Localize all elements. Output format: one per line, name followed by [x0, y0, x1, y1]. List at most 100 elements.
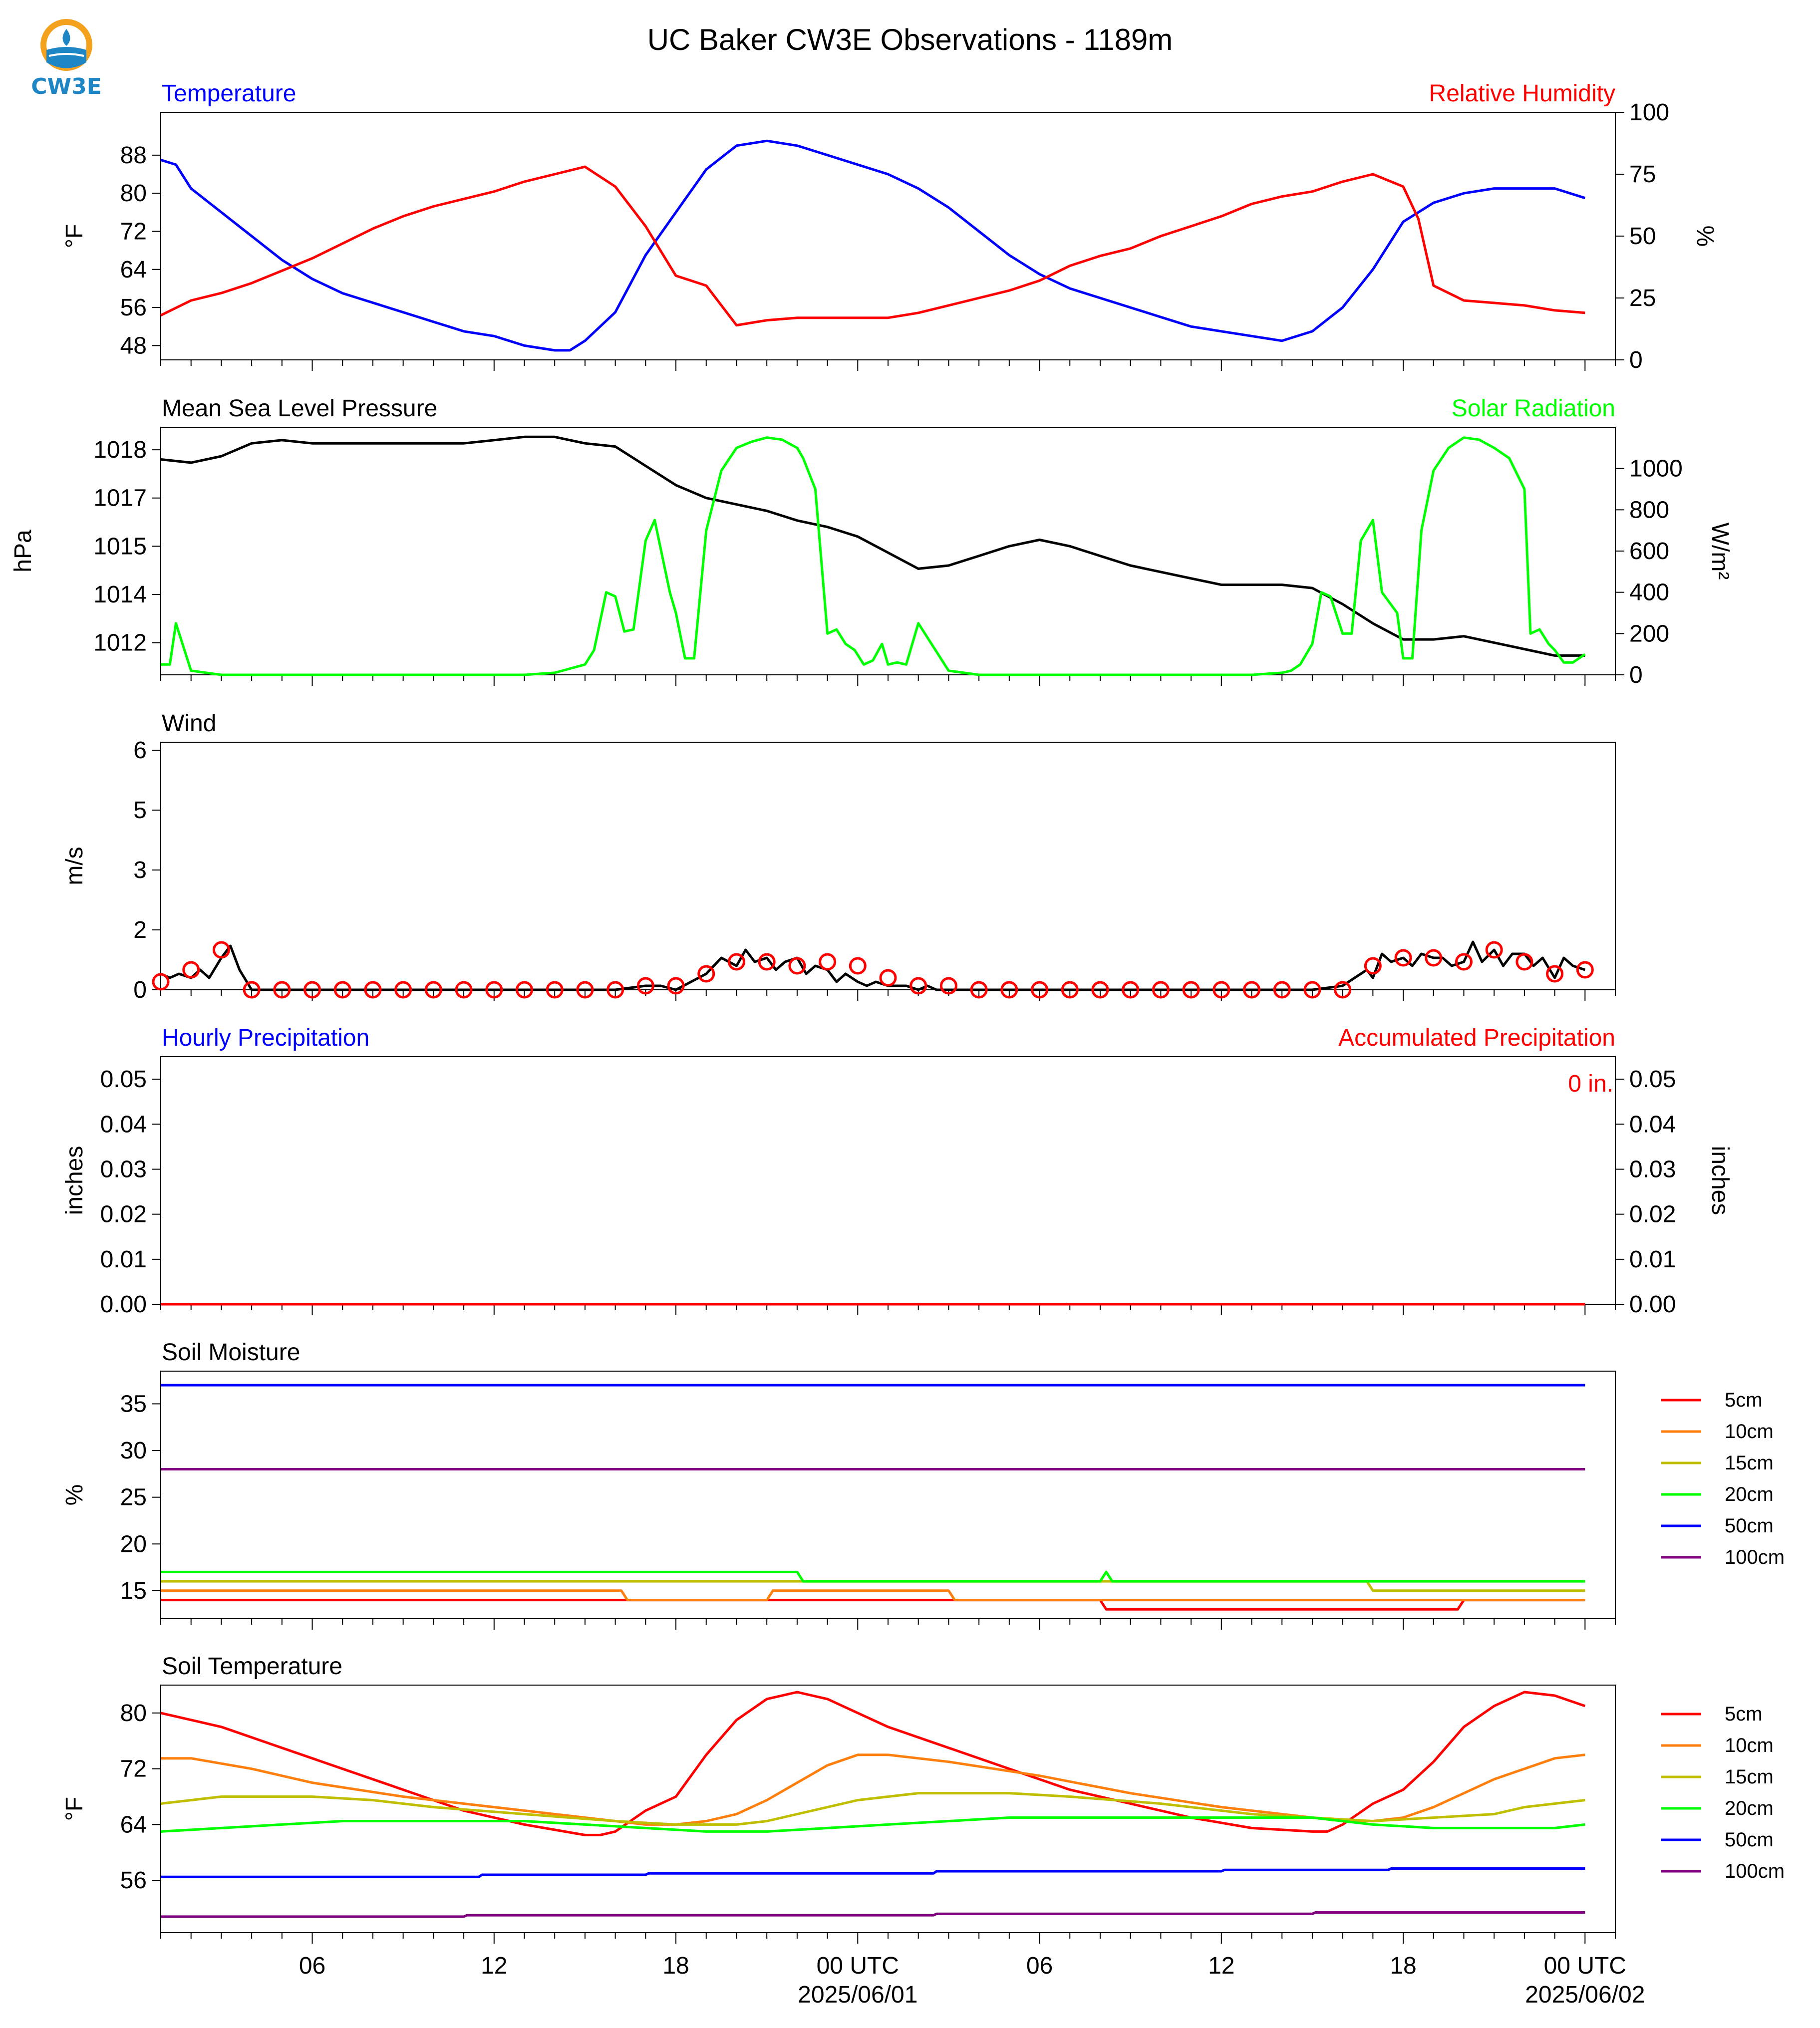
panel-title-left: Soil Moisture	[162, 1339, 300, 1366]
x-tick-label: 00 UTC	[817, 1953, 899, 1979]
legend-label: 20cm	[1725, 1797, 1774, 1819]
wind-marker	[243, 981, 261, 999]
x-tick-label: 12	[1208, 1953, 1234, 1979]
wind-marker	[1516, 953, 1533, 971]
plot-frame	[160, 112, 1616, 360]
y-axis-label: %	[61, 1484, 88, 1506]
y-tick-label-right: 0.03	[1629, 1156, 1676, 1182]
wind-marker	[1213, 981, 1230, 999]
wind-marker	[424, 981, 442, 999]
y-tick-label: 1017	[93, 485, 147, 512]
wind-marker	[849, 957, 867, 975]
cw3e-logo: CW3E	[29, 15, 104, 105]
y-tick-label-right: 1000	[1629, 456, 1683, 482]
figure-title: UC Baker CW3E Observations - 1189m	[647, 23, 1173, 56]
wind-marker	[273, 981, 291, 999]
plot-frame	[160, 1685, 1616, 1933]
series-line-mean-sea-level-pressure	[160, 435, 1585, 657]
x-tick-sublabel: 2025/06/01	[798, 1982, 917, 2008]
y-tick-label-right: 200	[1629, 620, 1669, 647]
wind-marker	[182, 961, 200, 979]
legend: 5cm 10cm 15cm 20cm 50cm 100cm	[1661, 1389, 1785, 1568]
y-tick-label-right: 0.04	[1629, 1111, 1676, 1138]
x-tick-label: 00 UTC	[1544, 1953, 1626, 1979]
y-tick-label: 35	[120, 1391, 147, 1418]
legend-label: 10cm	[1725, 1421, 1774, 1443]
legend-label: 10cm	[1725, 1735, 1774, 1756]
cw3e-logo-icon	[40, 19, 92, 71]
legend-label: 5cm	[1725, 1389, 1763, 1411]
cw3e-logo-text: CW3E	[31, 74, 102, 99]
y-tick-label-right: 400	[1629, 579, 1669, 606]
legend-label: 50cm	[1725, 1515, 1774, 1537]
y-tick-label: 64	[120, 1811, 147, 1838]
wind-marker	[576, 981, 594, 999]
y-tick-label: 80	[120, 1700, 147, 1727]
y-axis-label-right: W/m²	[1707, 523, 1733, 580]
wind-marker	[758, 953, 776, 971]
y-tick-label: 25	[120, 1484, 147, 1511]
y-tick-label: 56	[120, 1867, 147, 1894]
wind-marker	[212, 941, 230, 959]
wind-marker	[455, 981, 473, 999]
wind-marker	[1485, 941, 1503, 959]
y-tick-label: 1015	[93, 533, 147, 560]
panel-4: Hourly Precipitation Accumulated Precipit…	[61, 1025, 1733, 1318]
wind-marker	[394, 981, 412, 999]
panel-title-left: Mean Sea Level Pressure	[162, 395, 437, 422]
wind-marker	[546, 981, 564, 999]
y-tick-label: 0.03	[100, 1156, 147, 1182]
series-line-solar-radiation	[161, 436, 1586, 676]
y-tick-label-right: 75	[1629, 161, 1656, 188]
wind-marker	[1000, 981, 1018, 999]
y-axis-label: hPa	[10, 530, 36, 573]
series-line-temperature	[160, 139, 1586, 352]
y-tick-label: 6	[133, 737, 147, 764]
panel-title-right: Solar Radiation	[1452, 395, 1615, 422]
wind-marker	[1334, 981, 1352, 999]
series-line-100cm	[161, 1911, 1585, 1918]
y-tick-label: 56	[120, 294, 147, 321]
wind-marker	[819, 953, 837, 971]
series-line-5cm	[161, 1599, 1585, 1611]
wind-marker	[1091, 981, 1109, 999]
y-axis-label: inches	[61, 1146, 88, 1215]
legend-label: 15cm	[1725, 1766, 1774, 1788]
y-tick-label: 0.01	[100, 1246, 147, 1273]
legend-label: 50cm	[1725, 1829, 1774, 1851]
y-axis-label: °F	[61, 224, 88, 249]
wind-marker	[788, 957, 806, 975]
wind-marker	[939, 977, 957, 995]
y-tick-label: 0.04	[100, 1111, 147, 1138]
y-tick-label: 20	[120, 1531, 147, 1557]
wind-marker	[727, 953, 745, 971]
panel-5: Soil Moisture1520253035%5cm10cm15cm20cm5…	[61, 1339, 1785, 1630]
wind-marker	[516, 981, 533, 999]
wind-marker	[1576, 961, 1594, 979]
series-line-15cm	[161, 1580, 1585, 1592]
y-tick-label-right: 0	[1629, 347, 1643, 373]
wind-marker	[333, 981, 351, 999]
wind-marker	[879, 969, 897, 987]
panel-title-right: Relative Humidity	[1429, 80, 1615, 107]
wind-marker	[364, 981, 382, 999]
y-tick-label: 0	[133, 977, 147, 1003]
y-tick-label: 15	[120, 1578, 147, 1604]
y-axis-label-right: %	[1692, 226, 1718, 247]
y-tick-label-right: 50	[1629, 223, 1656, 250]
panel-title-left: Temperature	[162, 80, 296, 107]
legend: 5cm 10cm 15cm 20cm 50cm 100cm	[1661, 1703, 1785, 1882]
y-tick-label-right: 0	[1629, 662, 1643, 688]
x-tick-sublabel: 2025/06/02	[1525, 1982, 1645, 2008]
wind-marker	[636, 977, 654, 995]
wind-marker	[152, 973, 170, 991]
x-tick-label: 06	[1026, 1953, 1053, 1979]
legend-label: 100cm	[1725, 1860, 1785, 1882]
y-tick-label: 2	[133, 917, 147, 943]
wind-marker	[697, 965, 715, 983]
wind-marker	[303, 981, 321, 999]
wind-marker	[1031, 981, 1049, 999]
y-tick-label-right: 0.02	[1629, 1201, 1676, 1228]
series-line-wind	[160, 940, 1586, 991]
series-line-50cm	[161, 1867, 1585, 1878]
